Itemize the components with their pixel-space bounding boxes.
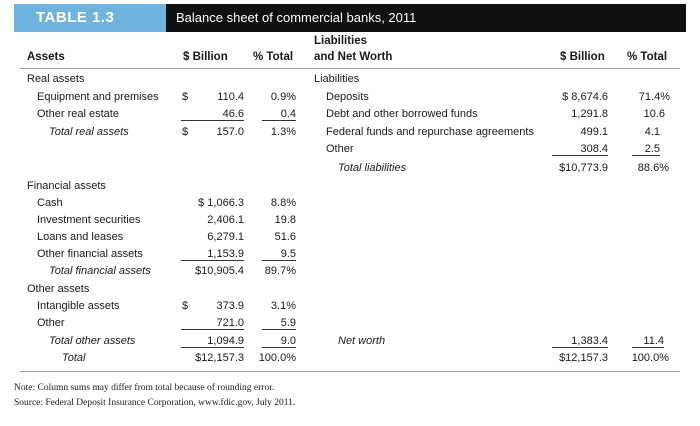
liability-label: Deposits: [326, 91, 369, 103]
liability-value: $10,773.9: [559, 162, 608, 174]
liability-total-label: Total liabilities: [338, 162, 407, 174]
asset-label: Investment securities: [37, 214, 141, 226]
asset-value: 46.6: [181, 108, 244, 121]
dollar-sign: $: [182, 91, 189, 103]
liability-value: 499.1: [580, 126, 608, 138]
table-note: Note: Column sums may differ from total …: [14, 383, 275, 393]
assets-column-header: Assets: [27, 51, 65, 63]
asset-value: 373.9: [216, 300, 244, 312]
asset-value: 2,406.1: [207, 214, 244, 226]
asset-percent: 0.9%: [270, 91, 296, 103]
section-label-other-assets: Other assets: [27, 283, 90, 295]
asset-percent: 1.3%: [270, 126, 296, 138]
table-title: Balance sheet of commercial banks, 2011: [176, 10, 417, 25]
dollar-sign: $: [182, 126, 189, 138]
liability-value: 308.4: [552, 143, 608, 156]
liability-percent: 88.6%: [637, 162, 669, 174]
asset-percent: 19.8: [274, 214, 296, 226]
asset-total-label: Total financial assets: [49, 265, 151, 277]
footer-rule: [20, 371, 680, 372]
liability-grand-total-value: $12,157.3: [559, 352, 608, 364]
asset-label: Cash: [37, 197, 63, 209]
asset-value: $12,157.3: [195, 352, 244, 364]
liability-value: 1,383.4: [552, 335, 608, 348]
liability-value: $ 8,674.6: [562, 91, 608, 103]
liability-label: Other: [326, 143, 354, 155]
asset-label: Equipment and premises: [37, 91, 159, 103]
asset-value: $10,905.4: [195, 265, 244, 277]
asset-percent: 51.6: [274, 231, 296, 243]
asset-total-label: Total other assets: [49, 335, 136, 347]
liability-percent: 10.6: [643, 108, 665, 120]
table-source: Source: Federal Deposit Insurance Corpor…: [14, 398, 296, 408]
percent-column-header-2: % Total: [627, 51, 668, 63]
asset-value: $ 1,066.3: [198, 197, 244, 209]
header-rule: [20, 68, 680, 69]
liability-percent: 2.5: [632, 143, 660, 156]
liability-percent: 4.1: [644, 126, 660, 138]
asset-value: 6,279.1: [207, 231, 244, 243]
liability-percent: 11.4: [632, 335, 664, 348]
asset-label: Loans and leases: [37, 231, 124, 243]
table-number-label: TABLE 1.3: [14, 4, 166, 32]
section-label-real-assets: Real assets: [27, 73, 85, 85]
asset-percent: 89.7%: [264, 265, 296, 277]
section-label-liabilities: Liabilities: [314, 73, 360, 85]
liability-label: Debt and other borrowed funds: [326, 108, 478, 120]
liabilities-column-header-line2: and Net Worth: [314, 51, 393, 63]
asset-percent: 8.8%: [270, 197, 296, 209]
section-label-financial-assets: Financial assets: [27, 180, 106, 192]
liability-label: Federal funds and repurchase agreements: [326, 126, 534, 138]
asset-label: Other financial assets: [37, 248, 143, 260]
liability-value: 1,291.8: [571, 108, 608, 120]
liability-percent: 71.4%: [638, 91, 670, 103]
asset-value: 721.0: [181, 317, 244, 330]
billion-column-header: $ Billion: [183, 51, 228, 63]
asset-percent: 5.9: [262, 317, 296, 330]
asset-value: 1,153.9: [181, 248, 244, 261]
asset-value: 157.0: [216, 126, 244, 138]
percent-column-header: % Total: [253, 51, 294, 63]
asset-grand-total-label: Total: [62, 352, 86, 364]
asset-value: 1,094.9: [181, 335, 244, 348]
asset-percent: 100.0%: [258, 352, 296, 364]
asset-percent: 3.1%: [270, 300, 296, 312]
asset-percent: 9.5: [262, 248, 296, 261]
net-worth-label: Net worth: [338, 335, 386, 347]
dollar-sign: $: [182, 300, 189, 312]
asset-percent: 0.4: [262, 108, 296, 121]
billion-column-header-2: $ Billion: [560, 51, 605, 63]
asset-label: Other: [37, 317, 65, 329]
asset-percent: 9.0: [262, 335, 296, 348]
asset-label: Intangible assets: [37, 300, 120, 312]
liabilities-column-header-line1: Liabilities: [314, 35, 368, 47]
asset-total-label: Total real assets: [49, 126, 129, 138]
asset-label: Other real estate: [37, 108, 119, 120]
asset-value: 110.4: [217, 91, 244, 103]
liability-grand-total-percent: 100.0%: [631, 352, 669, 364]
